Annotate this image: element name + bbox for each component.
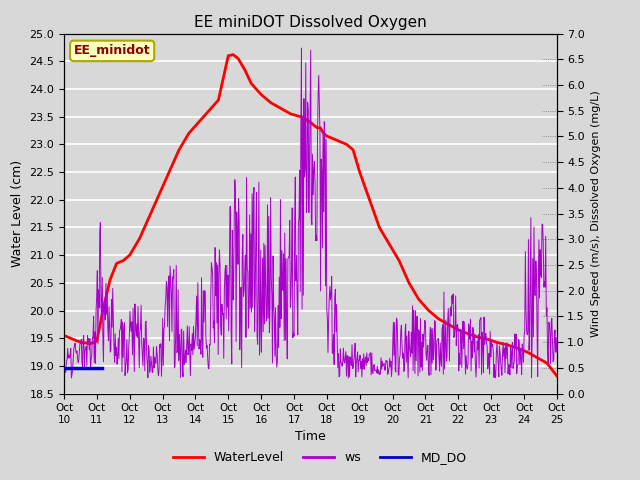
X-axis label: Time: Time: [295, 431, 326, 444]
Title: EE miniDOT Dissolved Oxygen: EE miniDOT Dissolved Oxygen: [194, 15, 427, 30]
Y-axis label: Wind Speed (m/s), Dissolved Oxygen (mg/L): Wind Speed (m/s), Dissolved Oxygen (mg/L…: [591, 90, 600, 337]
Legend: WaterLevel, ws, MD_DO: WaterLevel, ws, MD_DO: [168, 446, 472, 469]
Text: EE_minidot: EE_minidot: [74, 44, 150, 58]
Y-axis label: Water Level (cm): Water Level (cm): [11, 160, 24, 267]
